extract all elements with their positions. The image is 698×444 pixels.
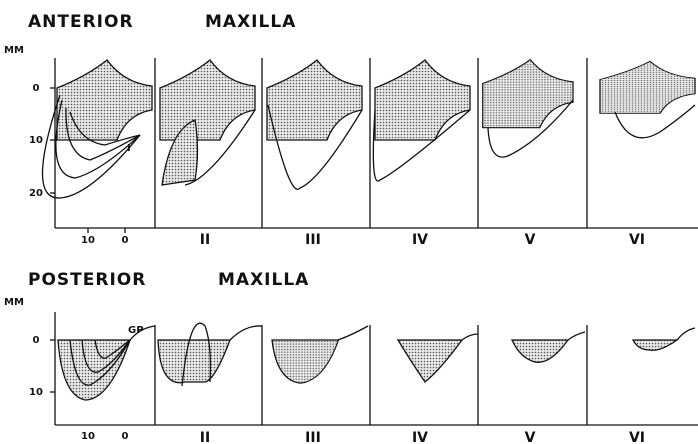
x-label: 0 <box>122 431 129 442</box>
panel-label: VI <box>629 232 645 248</box>
y-label: 10 <box>29 387 43 398</box>
unit: MM <box>4 45 24 56</box>
title: MAXILLA <box>218 270 309 290</box>
title: POSTERIOR <box>28 270 146 290</box>
x-label: 0 <box>122 235 129 246</box>
title: ANTERIOR <box>28 12 134 32</box>
bottom-frames <box>50 312 698 425</box>
y-label: 0 <box>33 83 40 94</box>
title: MAXILLA <box>205 12 296 32</box>
panel-label: VI <box>629 430 645 444</box>
panel-label: III <box>305 232 321 248</box>
y-label: 0 <box>33 335 40 346</box>
panel-label: V <box>525 430 536 444</box>
y-label: 20 <box>29 188 43 199</box>
panel-label: V <box>525 232 536 248</box>
panel-label: II <box>200 430 210 444</box>
panel-label: IV <box>412 430 428 444</box>
panel-label: III <box>305 430 321 444</box>
unit: MM <box>4 297 24 308</box>
panel-label: II <box>200 232 210 248</box>
x-label: 10 <box>81 235 95 246</box>
panel-label: IV <box>412 232 428 248</box>
top-shapes <box>43 60 696 198</box>
bottom-shapes <box>58 323 695 400</box>
y-label: 10 <box>29 135 43 146</box>
x-label: 10 <box>81 431 95 442</box>
figure: ANTERIOR MAXILLA MM 0 10 20 10 0 I II II… <box>0 0 698 444</box>
